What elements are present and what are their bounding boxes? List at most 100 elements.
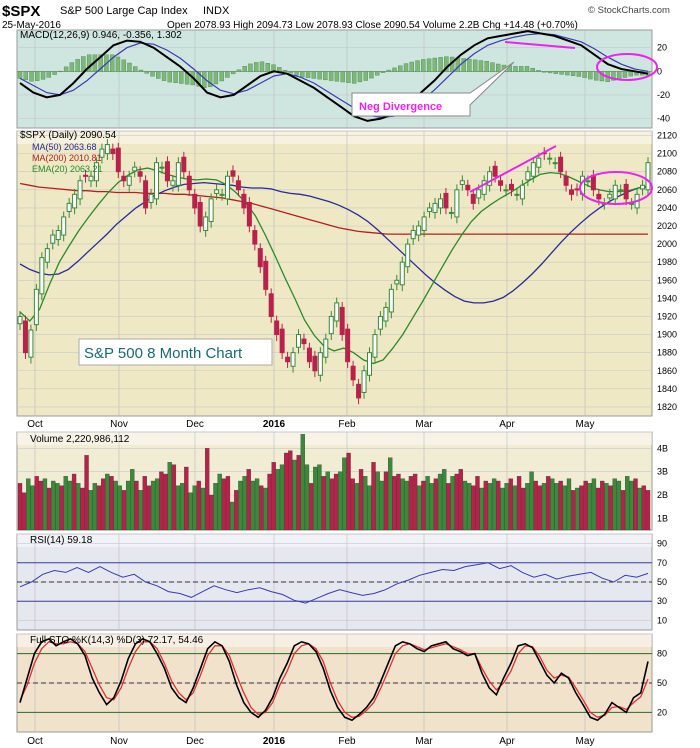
y-tick-label: 3B <box>657 467 668 477</box>
y-tick-label: 2120 <box>657 131 677 141</box>
candle-body <box>312 355 318 372</box>
x-tick-label: Nov <box>110 419 128 430</box>
candle-body <box>121 175 127 182</box>
macd-hist-bar <box>29 71 34 82</box>
macd-hist-bar <box>559 71 564 75</box>
candle-body <box>612 184 618 200</box>
volume-bar <box>263 487 268 531</box>
candle-body <box>33 288 39 326</box>
volume-bar <box>250 480 256 531</box>
instrument-name: S&P 500 Large Cap Index <box>60 5 188 17</box>
candle-body <box>569 189 575 195</box>
macd-hist-bar <box>230 71 236 75</box>
x-tick-label: Oct <box>27 736 43 747</box>
candle-body <box>230 170 236 177</box>
volume-bar <box>180 483 185 531</box>
volume-bar <box>467 483 472 531</box>
volume-bar <box>200 487 206 531</box>
volume-bar <box>387 457 393 531</box>
candle-body <box>547 157 553 160</box>
macd-hist-bar <box>300 71 305 78</box>
volume-bar <box>313 466 318 531</box>
volume-bar <box>629 480 634 531</box>
macd-hist-bar <box>81 56 86 73</box>
volume-bar <box>392 476 397 531</box>
volume-bar <box>242 476 247 531</box>
volume-bar <box>645 490 651 531</box>
volume-bar <box>229 501 235 531</box>
candle-body <box>61 216 67 236</box>
ohlc-label: Open 2078.93 High 2094.73 Low 2078.93 Cl… <box>167 20 578 31</box>
candle-body <box>519 184 525 200</box>
volume-bar <box>296 455 301 531</box>
macd-hist-bar <box>328 71 334 81</box>
candle-body <box>93 162 99 182</box>
macd-hist-bar <box>248 63 253 73</box>
macd-circle <box>596 53 658 81</box>
candle-body <box>219 193 225 196</box>
candle-body <box>618 189 624 192</box>
candle-body <box>39 257 45 295</box>
macd-hist-bar <box>242 66 247 73</box>
macd-hist-bar <box>582 71 587 78</box>
candle-body <box>470 193 476 204</box>
candle-body <box>372 334 378 358</box>
macd-hist-bar <box>542 71 547 73</box>
candle-body <box>361 370 367 393</box>
y-tick-label: 10 <box>657 615 667 625</box>
macd-hist-bar <box>340 71 345 83</box>
y-tick-label: 80 <box>657 649 667 659</box>
volume-bar <box>325 471 330 531</box>
candle-body <box>285 356 291 363</box>
volume-bar <box>591 478 597 531</box>
y-tick-label: -20 <box>657 90 670 100</box>
volume-bar <box>175 485 181 531</box>
candle-body <box>596 193 602 200</box>
volume-bar <box>375 471 380 531</box>
candle-body <box>508 183 514 191</box>
y-tick-label: 50 <box>657 577 667 587</box>
volume-bar <box>17 483 23 531</box>
candle-body <box>110 148 116 155</box>
macd-hist-bar <box>196 71 201 87</box>
candle-body <box>55 230 61 241</box>
volume-bar <box>22 492 27 531</box>
volume-bar <box>59 485 64 531</box>
rsi-line <box>19 562 649 604</box>
y-tick-label: 1840 <box>657 384 677 394</box>
y-tick-label: 1820 <box>657 402 677 412</box>
candle-body <box>590 174 596 191</box>
y-tick-label: 1B <box>657 513 668 523</box>
volume-bar <box>254 478 260 531</box>
candle-body <box>410 230 416 240</box>
volume-bar <box>71 473 77 531</box>
macd-hist-bar <box>357 71 363 83</box>
y-tick-label: 1920 <box>657 311 677 321</box>
candle-body <box>137 171 143 177</box>
volume-bar <box>105 473 110 531</box>
candle-body <box>377 315 383 330</box>
volume-bar <box>604 483 609 531</box>
x-tick-label: Apr <box>499 736 515 747</box>
macd-hist-bar <box>351 71 357 84</box>
x-tick-label: Apr <box>499 419 515 430</box>
macd-hist-bar <box>398 65 403 73</box>
candle-body <box>154 162 160 200</box>
volume-bar <box>167 462 172 531</box>
x-tick-label: Dec <box>186 419 204 430</box>
candle-body <box>192 193 198 209</box>
macd-hist-bar <box>323 71 328 81</box>
candle-body <box>235 180 241 191</box>
candle-body <box>22 320 28 354</box>
candle-body <box>175 162 181 186</box>
volume-bar <box>259 485 264 531</box>
macd-hist-bar <box>179 71 184 84</box>
volume-bar <box>333 473 339 531</box>
volume-bar <box>225 476 231 531</box>
macd-hist-bar <box>426 58 432 73</box>
x-tick-label: 2016 <box>263 419 286 430</box>
volume-bar <box>512 485 518 531</box>
volume-bar <box>471 485 476 531</box>
y-tick-label: 1980 <box>657 257 677 267</box>
x-tick-label: Feb <box>338 419 356 430</box>
